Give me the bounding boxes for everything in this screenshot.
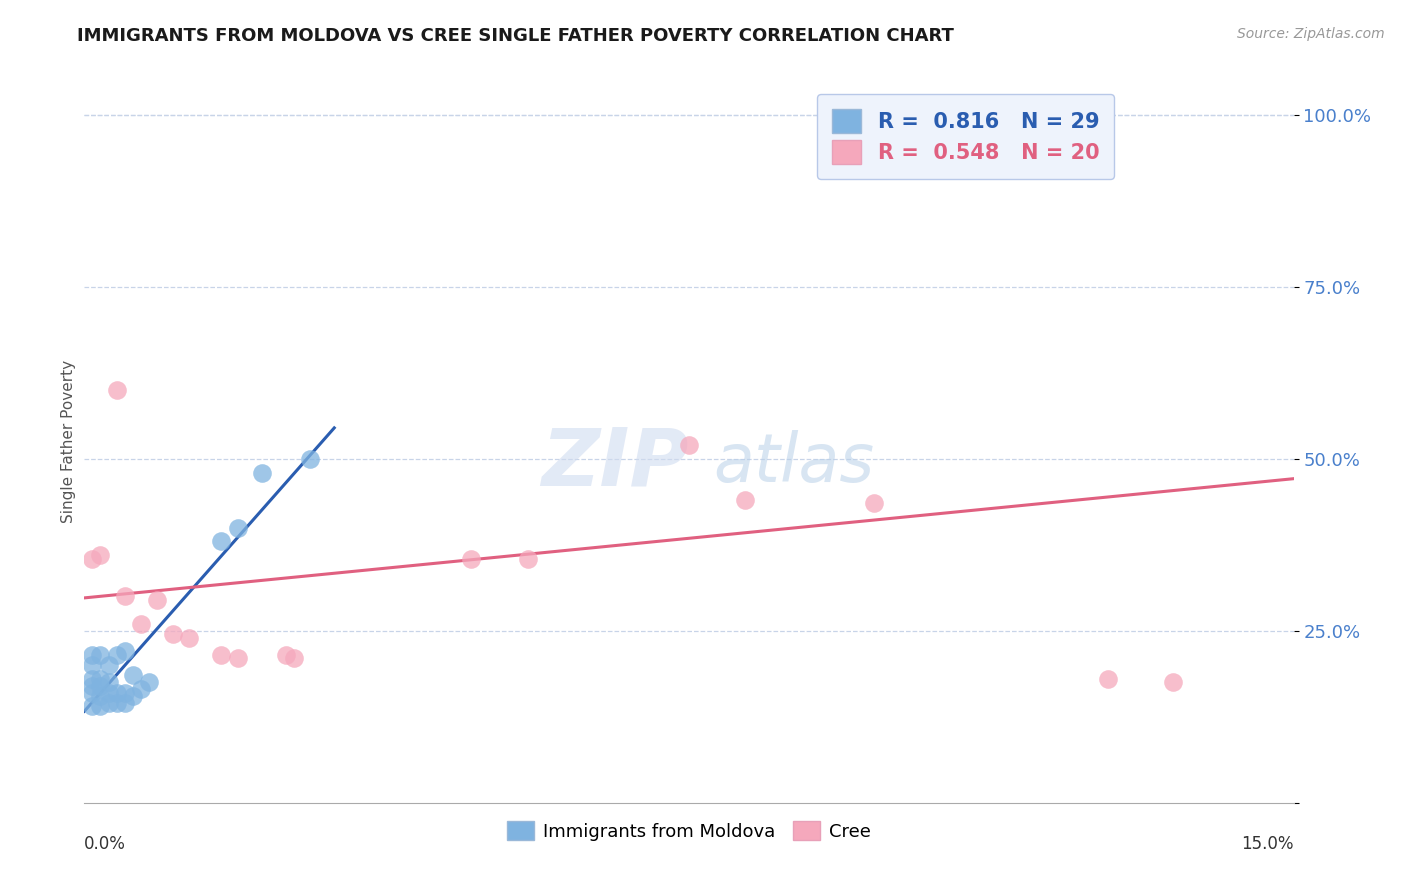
Point <box>179 631 201 645</box>
Point <box>250 466 273 480</box>
Point <box>105 686 128 700</box>
Point <box>146 592 169 607</box>
Point <box>162 627 184 641</box>
Point <box>1097 672 1119 686</box>
Point <box>89 548 111 562</box>
Point <box>516 551 538 566</box>
Point <box>89 679 111 693</box>
Point <box>97 686 120 700</box>
Point <box>138 675 160 690</box>
Text: IMMIGRANTS FROM MOLDOVA VS CREE SINGLE FATHER POVERTY CORRELATION CHART: IMMIGRANTS FROM MOLDOVA VS CREE SINGLE F… <box>77 27 955 45</box>
Y-axis label: Single Father Poverty: Single Father Poverty <box>60 360 76 523</box>
Point <box>114 590 136 604</box>
Point <box>89 648 111 662</box>
Text: 15.0%: 15.0% <box>1241 835 1294 854</box>
Text: Source: ZipAtlas.com: Source: ZipAtlas.com <box>1237 27 1385 41</box>
Point <box>1000 108 1022 122</box>
Point <box>129 616 152 631</box>
Point <box>299 451 322 466</box>
Point <box>82 679 104 693</box>
Point <box>678 438 700 452</box>
Point <box>226 651 249 665</box>
Text: atlas: atlas <box>713 430 875 496</box>
Point <box>114 696 136 710</box>
Point <box>82 686 104 700</box>
Point <box>114 644 136 658</box>
Point <box>460 551 482 566</box>
Point <box>105 648 128 662</box>
Point <box>82 699 104 714</box>
Point <box>82 648 104 662</box>
Point <box>863 496 886 510</box>
Point <box>97 675 120 690</box>
Point <box>97 696 120 710</box>
Point <box>734 493 756 508</box>
Point <box>89 672 111 686</box>
Point <box>82 658 104 673</box>
Point <box>121 689 143 703</box>
Point <box>105 696 128 710</box>
Point <box>274 648 297 662</box>
Point <box>114 686 136 700</box>
Text: 0.0%: 0.0% <box>84 835 127 854</box>
Point <box>105 383 128 397</box>
Legend: Immigrants from Moldova, Cree: Immigrants from Moldova, Cree <box>499 814 879 848</box>
Point <box>1161 675 1184 690</box>
Point <box>226 520 249 534</box>
Point <box>209 648 232 662</box>
Point <box>82 672 104 686</box>
Point <box>89 699 111 714</box>
Text: ZIP: ZIP <box>541 425 689 502</box>
Point <box>283 651 305 665</box>
Point <box>97 658 120 673</box>
Point <box>129 682 152 697</box>
Point <box>121 668 143 682</box>
Point <box>89 689 111 703</box>
Point <box>209 534 232 549</box>
Point <box>82 551 104 566</box>
